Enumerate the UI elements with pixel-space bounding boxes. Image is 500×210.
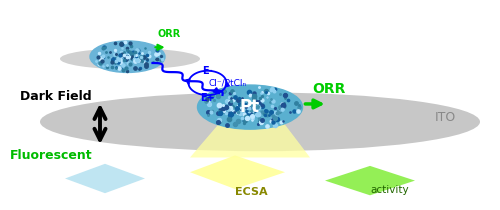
Text: activity: activity bbox=[370, 185, 408, 195]
Text: Dark Field: Dark Field bbox=[20, 90, 92, 103]
Text: Pt: Pt bbox=[240, 98, 260, 116]
Text: ITO: ITO bbox=[435, 111, 456, 124]
Text: Cl⁻/PtClₙ: Cl⁻/PtClₙ bbox=[208, 79, 246, 87]
Circle shape bbox=[90, 41, 165, 72]
Ellipse shape bbox=[40, 92, 480, 151]
Ellipse shape bbox=[60, 48, 200, 69]
Text: E+: E+ bbox=[200, 93, 215, 103]
Polygon shape bbox=[190, 155, 285, 189]
Text: ECSA: ECSA bbox=[235, 187, 268, 197]
Text: ORR: ORR bbox=[158, 29, 181, 39]
Text: Fluorescent: Fluorescent bbox=[10, 149, 92, 162]
Text: E-: E- bbox=[202, 66, 213, 76]
Circle shape bbox=[198, 85, 302, 129]
Polygon shape bbox=[190, 105, 310, 158]
Polygon shape bbox=[65, 164, 145, 193]
Polygon shape bbox=[325, 166, 415, 195]
Text: ORR: ORR bbox=[312, 81, 346, 96]
